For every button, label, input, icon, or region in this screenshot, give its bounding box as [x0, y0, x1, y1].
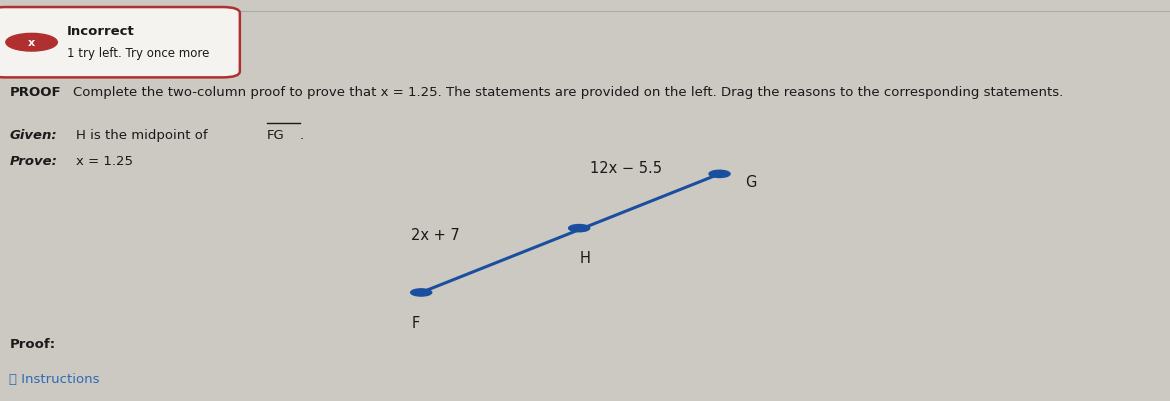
Circle shape [411, 289, 432, 296]
Text: x: x [28, 38, 35, 48]
Text: ⓘ Instructions: ⓘ Instructions [9, 372, 99, 385]
FancyBboxPatch shape [0, 8, 240, 78]
Text: Incorrect: Incorrect [67, 25, 135, 38]
Text: 12x − 5.5: 12x − 5.5 [590, 160, 662, 176]
Text: Given:: Given: [9, 128, 57, 141]
Circle shape [709, 171, 730, 178]
Text: x = 1.25: x = 1.25 [76, 154, 133, 167]
Text: 1 try left. Try once more: 1 try left. Try once more [67, 47, 209, 60]
Text: .: . [300, 128, 304, 141]
Text: G: G [745, 175, 757, 190]
Text: H is the midpoint of: H is the midpoint of [76, 128, 208, 141]
Text: PROOF: PROOF [9, 86, 61, 99]
Text: Proof:: Proof: [9, 337, 55, 350]
Circle shape [6, 34, 57, 52]
Circle shape [569, 225, 590, 232]
Text: FG: FG [267, 128, 284, 141]
Text: F: F [411, 315, 420, 330]
Text: Prove:: Prove: [9, 154, 57, 167]
Text: 2x + 7: 2x + 7 [412, 228, 460, 243]
Text: H: H [579, 251, 591, 265]
Text: Complete the two-column proof to prove that x = 1.25. The statements are provide: Complete the two-column proof to prove t… [73, 86, 1062, 99]
